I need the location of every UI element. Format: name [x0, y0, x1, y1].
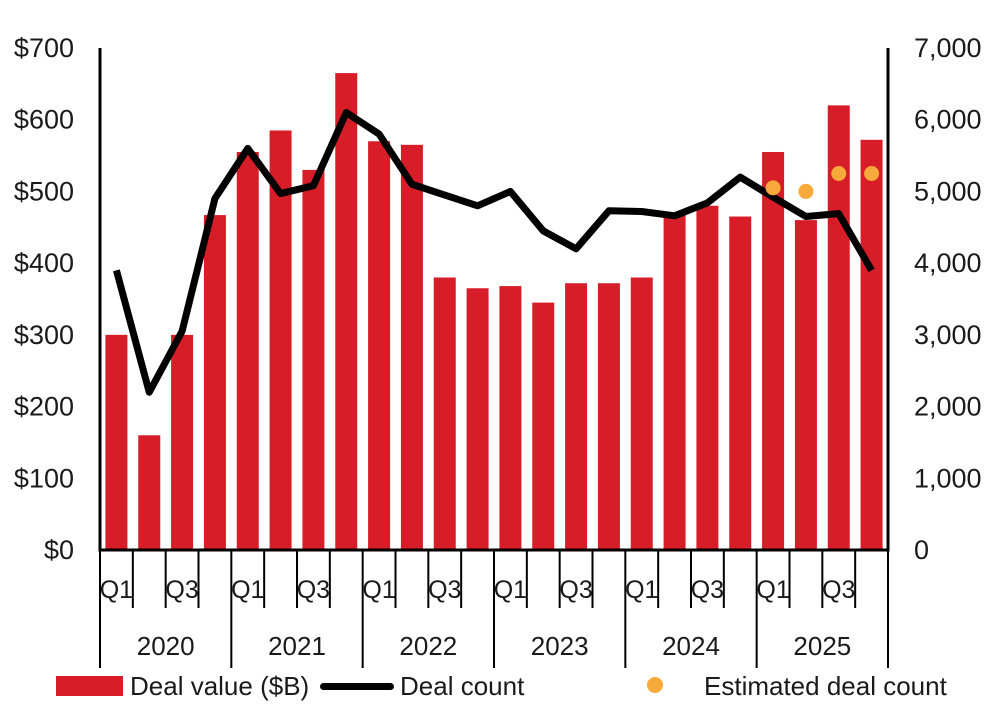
deal-value-bar [630, 277, 653, 550]
deal-count-line [113, 109, 875, 396]
year-label: 2020 [137, 631, 195, 661]
quarter-label-q3: Q3 [428, 576, 461, 604]
quarter-label-q1: Q1 [756, 576, 789, 604]
estimated-deal-count-dot [864, 166, 880, 181]
deal-value-bar [794, 220, 817, 550]
year-label: 2021 [268, 631, 326, 661]
year-label: 2024 [662, 631, 720, 661]
deal-value-bar [565, 283, 588, 550]
deal-value-swatch-icon [56, 676, 123, 696]
deal-value-bar [663, 215, 686, 550]
right-axis-label: 2,000 [914, 392, 982, 422]
quarter-label-q3: Q3 [822, 576, 855, 604]
quarter-label-q3: Q3 [559, 576, 592, 604]
deal-value-bar [105, 334, 128, 550]
deal-value-bar [499, 286, 522, 550]
left-axis-label: $700 [14, 33, 74, 63]
deal-value-bar [400, 144, 423, 551]
quarter-label-q3: Q3 [691, 576, 724, 604]
left-axis-label: $400 [14, 248, 74, 278]
quarter-label-q1: Q1 [625, 576, 658, 604]
right-axis-label: 7,000 [914, 33, 982, 63]
right-axis-label: 6,000 [914, 105, 982, 135]
deal-value-bar [729, 216, 752, 550]
left-axis-label: $600 [14, 105, 74, 135]
quarter-label-q1: Q1 [100, 576, 133, 604]
quarter-label-q1: Q1 [362, 576, 395, 604]
quarter-label-q3: Q3 [297, 576, 330, 604]
deal-count-line-swatch-icon [320, 683, 394, 690]
deal-value-bar [433, 277, 456, 550]
chart-legend: Deal value ($B) Deal count Estimated dea… [0, 668, 999, 709]
right-axis-label: 5,000 [914, 176, 982, 206]
left-axis-label: $500 [14, 176, 74, 206]
estimated-legend-label: Estimated deal count [704, 671, 947, 701]
right-axis-label: 3,000 [914, 320, 982, 350]
left-axis-label: $100 [14, 463, 74, 493]
right-axis-label: 4,000 [914, 248, 982, 278]
deal-value-bar [762, 151, 785, 550]
left-axis-label: $300 [14, 320, 74, 350]
right-axis-label: 1,000 [914, 463, 982, 493]
estimated-deal-count-dot [798, 183, 814, 199]
estimated-deal-count-dot [831, 166, 847, 181]
deal-value-bar [532, 302, 555, 550]
estimated-deal-count-dot-icon [647, 677, 663, 693]
year-label: 2023 [531, 631, 589, 661]
deal-value-bar [466, 288, 489, 550]
left-axis-label: $200 [14, 392, 74, 422]
right-axis-label: 0 [914, 535, 929, 565]
quarter-label-q1: Q1 [494, 576, 527, 604]
year-label: 2022 [399, 631, 457, 661]
deal-value-bar [860, 139, 883, 550]
quarter-label-q1: Q1 [231, 576, 264, 604]
left-axis-label: $0 [44, 535, 74, 565]
deal-value-bar [302, 169, 325, 550]
deal-value-legend-label: Deal value ($B) [130, 671, 310, 701]
deal-value-bar [597, 283, 620, 550]
deal-value-bar [138, 435, 161, 550]
deal-value-bar [696, 205, 719, 550]
deal-value-bar [335, 73, 358, 550]
estimated-deal-count-dot [765, 180, 781, 196]
deal-value-bar [269, 130, 292, 550]
quarter-label-q3: Q3 [165, 576, 198, 604]
deal-value-bar [171, 334, 194, 550]
year-label: 2025 [793, 631, 851, 661]
deal-value-bar [203, 215, 226, 550]
deal-value-bar [236, 151, 259, 550]
deal-value-bar [368, 141, 391, 550]
deal-count-legend-label: Deal count [400, 671, 525, 701]
